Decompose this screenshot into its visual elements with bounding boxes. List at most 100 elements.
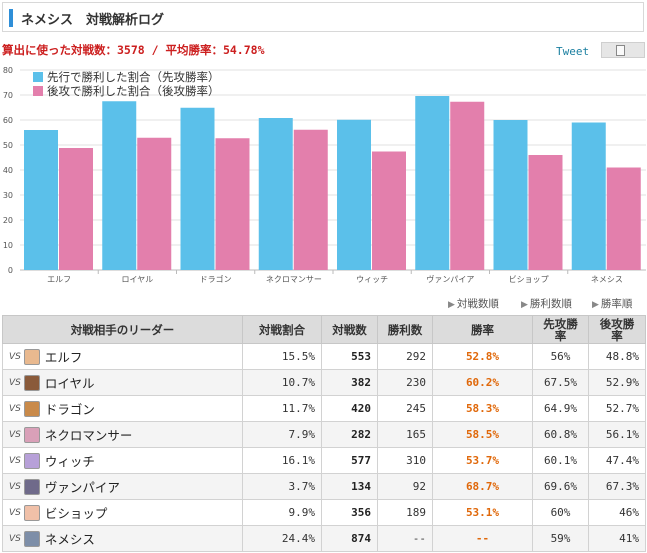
leader-name: エルフ — [44, 350, 83, 365]
wins-cell: 245 — [377, 395, 433, 422]
win-rate-chart: 0 10 20 30 40 50 60 70 80 エルフ ロイヤル ドラゴン ネクロマンサー ウィッチ ヴ… — [3, 66, 646, 284]
matches-cell: 356 — [321, 499, 378, 526]
leader-avatar-icon — [23, 374, 40, 391]
second-rate-cell: 47.4% — [588, 447, 646, 474]
share-cell: 15.5% — [242, 343, 322, 370]
wins-cell: -- — [377, 525, 433, 552]
rate-cell: 58.3% — [432, 395, 533, 422]
matchup-table: 対戦相手のリーダー 対戦割合 対戦数 勝利数 勝率 先攻勝率 後攻勝率 VS エル… — [2, 315, 646, 552]
y-tick-label: 40 — [3, 166, 13, 175]
sort-by-matches-label: 対戦数順 — [456, 298, 499, 310]
leader-avatar-icon — [23, 400, 40, 417]
leader-name: ロイヤル — [44, 376, 95, 391]
leader-cell: VS ドラゴン — [2, 395, 243, 422]
vs-label: VS — [9, 507, 21, 518]
table-row: VS ウィッチ 16.1% 577 310 53.7% 60.1% 47.4% — [2, 447, 646, 474]
legend-label: 先行で勝利した割合（先攻勝率） — [47, 70, 220, 84]
x-tick-label: ロイヤル — [121, 275, 153, 284]
matches-cell: 282 — [321, 421, 378, 448]
y-tick-label: 50 — [3, 141, 13, 150]
second-rate-bar — [606, 167, 641, 270]
sort-by-rate-label: 勝率順 — [600, 298, 633, 310]
x-tick-label: ヴァンパイア — [426, 274, 474, 284]
first-rate-bar — [180, 107, 215, 270]
vs-label: VS — [9, 533, 21, 544]
matches-cell: 577 — [321, 447, 378, 474]
share-cell: 10.7% — [242, 369, 322, 396]
rate-cell: 60.2% — [432, 369, 533, 396]
table-row: VS ロイヤル 10.7% 382 230 60.2% 67.5% 52.9% — [2, 369, 646, 396]
first-rate-bar — [24, 130, 58, 270]
first-rate-bar — [337, 119, 371, 270]
header-first-rate-line1: 先攻勝 — [543, 316, 578, 331]
table-row: VS ヴァンパイア 3.7% 134 92 68.7% 69.6% 67.3% — [2, 473, 646, 500]
wins-cell: 292 — [377, 343, 433, 370]
leader-avatar-icon — [23, 478, 40, 495]
wins-cell: 165 — [377, 421, 433, 448]
first-rate-cell: 64.9% — [532, 395, 589, 422]
header-share: 対戦割合 — [242, 315, 322, 344]
second-rate-cell: 46% — [588, 499, 646, 526]
wins-cell: 189 — [377, 499, 433, 526]
triangle-right-icon: ▶ — [448, 300, 455, 310]
first-rate-cell: 59% — [532, 525, 589, 552]
share-cell: 3.7% — [242, 473, 322, 500]
leader-cell: VS エルフ — [2, 343, 243, 370]
rate-cell: 58.5% — [432, 421, 533, 448]
first-rate-cell: 56% — [532, 343, 589, 370]
leader-cell: VS ビショップ — [2, 499, 243, 526]
leader-cell: VS ヴァンパイア — [2, 473, 243, 500]
second-rate-cell: 48.8% — [588, 343, 646, 370]
first-rate-cell: 60.1% — [532, 447, 589, 474]
summary-text: 算出に使った対戦数：3578 / 平均勝率：54.78% — [2, 43, 265, 57]
tweet-link[interactable]: Tweet — [556, 45, 590, 58]
second-rate-cell: 56.1% — [588, 421, 646, 448]
second-rate-bar — [137, 137, 172, 270]
leader-cell: VS ネメシス — [2, 525, 243, 552]
document-icon — [616, 45, 625, 56]
rate-cell: 53.7% — [432, 447, 533, 474]
y-tick-label: 70 — [3, 91, 13, 100]
first-rate-bar — [258, 118, 293, 270]
header-second-rate-line2: 率 — [611, 328, 623, 343]
legend-swatch — [33, 86, 43, 96]
y-tick-label: 0 — [8, 266, 13, 275]
y-tick-label: 80 — [3, 66, 13, 75]
rate-cell: 53.1% — [432, 499, 533, 526]
leader-name: ネクロマンサー — [44, 428, 133, 443]
y-tick-label: 30 — [3, 191, 13, 200]
wins-cell: 230 — [377, 369, 433, 396]
second-rate-bar — [59, 148, 93, 270]
vs-label: VS — [9, 429, 21, 440]
leader-avatar-icon — [23, 426, 40, 443]
matches-cell: 134 — [321, 473, 378, 500]
leader-avatar-icon — [23, 530, 40, 547]
first-rate-cell: 69.6% — [532, 473, 589, 500]
legend-label: 後攻で勝利した割合（後攻勝率） — [47, 84, 220, 98]
second-rate-cell: 41% — [588, 525, 646, 552]
second-rate-bar — [450, 101, 485, 270]
vs-label: VS — [9, 455, 21, 466]
x-tick-label: ネメシス — [591, 275, 623, 284]
second-rate-bar — [215, 138, 250, 270]
share-button[interactable] — [601, 42, 645, 58]
title-accent-bar — [9, 9, 13, 27]
leader-name: ヴァンパイア — [44, 480, 120, 495]
share-cell: 24.4% — [242, 525, 322, 552]
leader-cell: VS ウィッチ — [2, 447, 243, 474]
page-title: ネメシス 対戦解析ログ — [21, 13, 165, 28]
vs-label: VS — [9, 481, 21, 492]
second-rate-cell: 52.9% — [588, 369, 646, 396]
rate-cell: 52.8% — [432, 343, 533, 370]
sort-by-matches-link[interactable]: ▶ 対戦数順 — [448, 296, 499, 311]
matches-cell: 874 — [321, 525, 378, 552]
table-row: VS ネクロマンサー 7.9% 282 165 58.5% 60.8% 56.1% — [2, 421, 646, 448]
y-tick-label: 10 — [3, 241, 13, 250]
sort-by-rate-link[interactable]: ▶ 勝率順 — [592, 296, 632, 311]
second-rate-bar — [372, 151, 406, 270]
second-rate-bar — [293, 129, 328, 270]
leader-avatar-icon — [23, 504, 40, 521]
leader-name: ドラゴン — [44, 402, 95, 417]
wins-cell: 92 — [377, 473, 433, 500]
sort-by-wins-link[interactable]: ▶ 勝利数順 — [521, 296, 572, 311]
